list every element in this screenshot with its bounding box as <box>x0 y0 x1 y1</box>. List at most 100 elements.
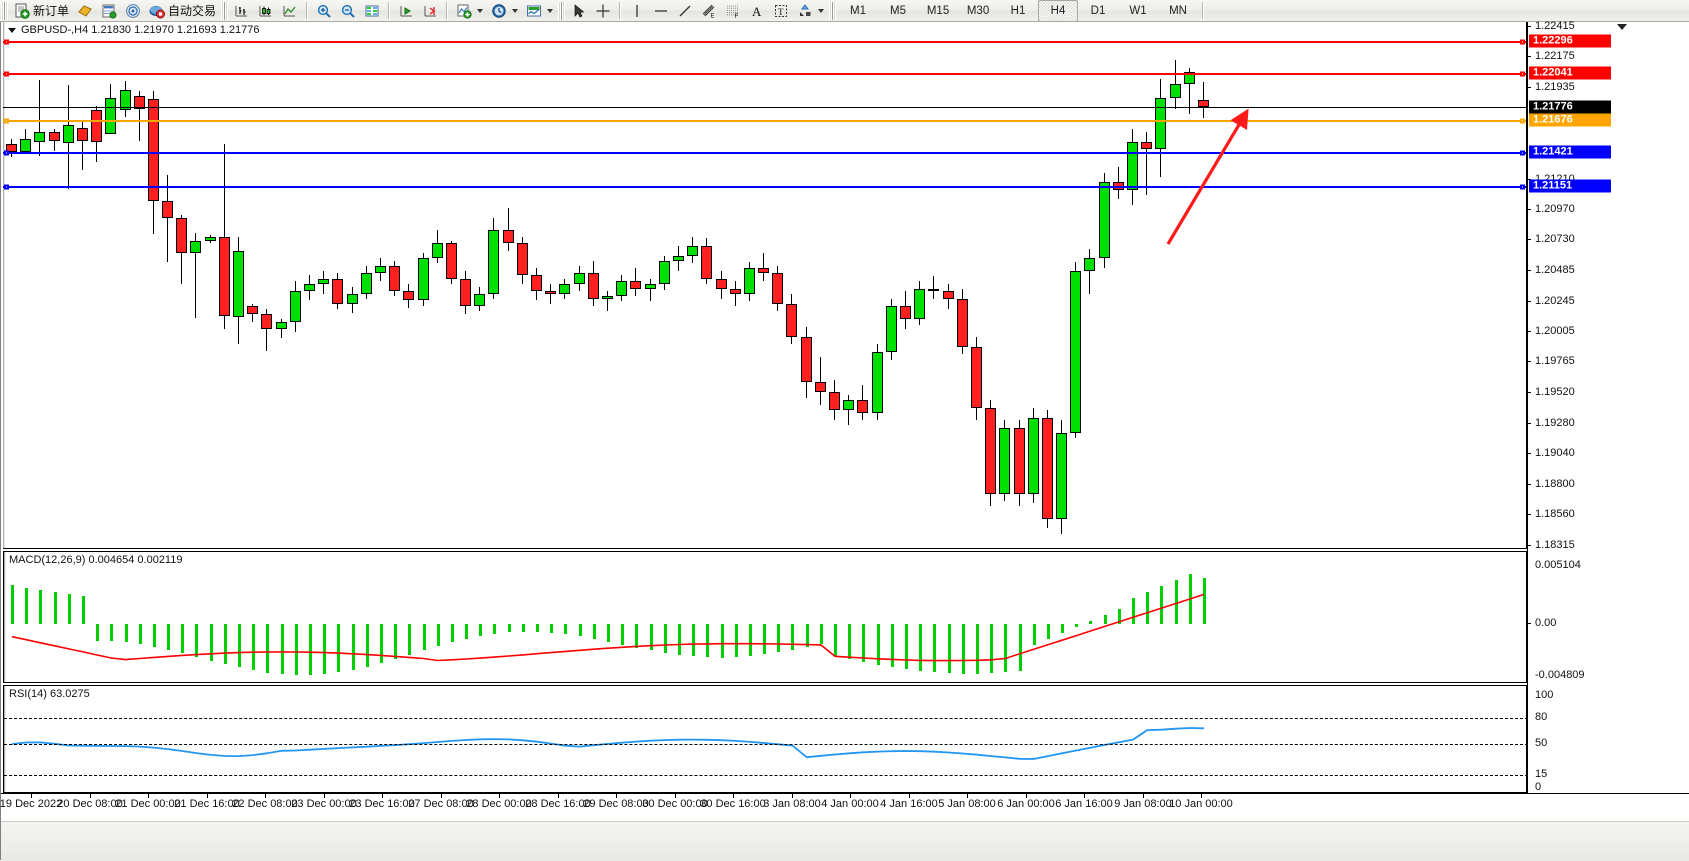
price-tick <box>1527 56 1531 58</box>
candle-body <box>1014 427 1025 494</box>
candle-body <box>332 278 343 304</box>
candlestick-chart-button[interactable] <box>254 0 278 22</box>
chevron-down-icon[interactable] <box>818 8 825 13</box>
line-chart-button[interactable] <box>278 0 302 22</box>
time-axis[interactable]: 19 Dec 2022 20 Dec 08:00 21 Dec 00:00 21 De… <box>0 793 1689 822</box>
vertical-line-button[interactable] <box>625 0 649 22</box>
timeframe-d1[interactable]: D1 <box>1090 4 1106 17</box>
timeframe-h1[interactable]: H1 <box>1010 4 1026 17</box>
time-tick-label: 21 Dec 16:00 <box>174 798 240 810</box>
data-window-button[interactable] <box>97 0 121 22</box>
price-level-line-support[interactable] <box>3 151 1526 154</box>
toolbar-grip[interactable] <box>1 1 8 20</box>
timeframe-m5[interactable]: M5 <box>890 4 907 17</box>
crosshair-button[interactable] <box>591 0 615 22</box>
bar-chart-button[interactable] <box>230 0 254 22</box>
price-tick <box>1527 545 1531 546</box>
rsi-pane-scroll[interactable] <box>4 686 6 792</box>
price-level-line-pivot[interactable] <box>3 119 1526 122</box>
price-label-pivot[interactable]: 1.21676 <box>1529 113 1611 127</box>
candle-body <box>403 291 414 301</box>
price-level-handle[interactable] <box>4 150 9 156</box>
expert-advisor-button[interactable] <box>73 0 97 22</box>
candle-body <box>1127 141 1138 190</box>
fibonacci-button[interactable]: F <box>721 0 745 22</box>
rsi-pane[interactable]: RSI(14) 63.0275 <box>3 685 1527 793</box>
price-label-resistance[interactable]: 1.22041 <box>1529 66 1611 80</box>
price-level-line-resistance[interactable] <box>3 73 1526 76</box>
macd-pane[interactable]: MACD(12,26,9) 0.004654 0.002119 <box>3 551 1527 683</box>
price-level-handle[interactable] <box>1520 71 1525 77</box>
price-level-handle[interactable] <box>4 184 9 190</box>
indicators-icon <box>456 3 472 19</box>
text-box-button[interactable]: T <box>769 0 793 22</box>
horizontal-line-button[interactable] <box>649 0 673 22</box>
price-level-line-support[interactable] <box>3 186 1526 188</box>
chevron-down-icon[interactable] <box>547 8 554 13</box>
price-level-handle[interactable] <box>4 71 9 77</box>
zoom-out-button[interactable] <box>336 0 360 22</box>
period-button[interactable] <box>487 0 522 22</box>
candle-body <box>247 306 258 314</box>
cursor-button[interactable] <box>567 0 591 22</box>
price-level-handle[interactable] <box>1520 150 1525 156</box>
equidistant-channel-button[interactable]: E <box>697 0 721 22</box>
new-order-button[interactable]: 新订单 <box>10 0 73 22</box>
price-level-handle[interactable] <box>4 118 9 124</box>
timeframe-grip[interactable] <box>829 1 837 20</box>
grid-button[interactable] <box>360 0 384 22</box>
macd-histogram-bar <box>451 623 454 643</box>
macd-pane-scroll[interactable] <box>4 552 6 682</box>
indicators-button[interactable] <box>452 0 487 22</box>
price-label-last-price[interactable]: 1.21776 <box>1529 100 1611 114</box>
chart-type-toolbar-grip[interactable] <box>221 1 229 20</box>
price-label-support[interactable]: 1.21151 <box>1529 179 1611 193</box>
price-pane-scroll[interactable] <box>3 22 5 548</box>
line-tools-grip[interactable] <box>558 1 566 20</box>
price-level-handle[interactable] <box>1520 39 1525 45</box>
chart-shift-button[interactable] <box>418 0 442 22</box>
price-scale[interactable]: 1.224151.221751.219351.212101.209701.207… <box>1527 20 1689 860</box>
text-label-button[interactable]: A <box>745 0 769 22</box>
price-label-resistance[interactable]: 1.22296 <box>1529 34 1611 48</box>
time-tick-label: 28 Dec 16:00 <box>525 798 591 810</box>
price-tick <box>1527 86 1531 88</box>
candle-body <box>886 306 897 352</box>
signals-button[interactable] <box>121 0 145 22</box>
price-level-handle[interactable] <box>1520 184 1525 190</box>
price-label-support[interactable]: 1.21421 <box>1529 145 1611 159</box>
timeframe-mn[interactable]: MN <box>1169 4 1187 17</box>
price-pane[interactable]: GBPUSD-,H4 1.21830 1.21970 1.21693 1.217… <box>3 22 1527 549</box>
shapes-button[interactable] <box>793 0 828 22</box>
candle-wick <box>1146 131 1147 195</box>
symbol-dropdown-icon[interactable] <box>8 27 16 33</box>
price-level-handle[interactable] <box>1520 118 1525 124</box>
candle-wick <box>848 394 849 426</box>
rsi-tick-label: 100 <box>1535 689 1554 701</box>
auto-scroll-button[interactable] <box>394 0 418 22</box>
templates-button[interactable] <box>522 0 557 22</box>
timeframe-m1[interactable]: M1 <box>850 4 867 17</box>
chevron-down-icon[interactable] <box>477 8 484 13</box>
price-tick <box>1527 26 1531 27</box>
timeframe-w1[interactable]: W1 <box>1129 4 1147 17</box>
price-level-handle[interactable] <box>4 39 9 45</box>
trendline-button[interactable] <box>673 0 697 22</box>
candle-body <box>120 89 131 111</box>
zoom-in-button[interactable] <box>312 0 336 22</box>
timeframe-h4[interactable]: H4 <box>1038 0 1079 22</box>
macd-histogram-bar <box>1104 615 1107 624</box>
candle-body <box>105 97 116 135</box>
macd-histogram-bar <box>607 623 610 642</box>
price-level-line-last-price[interactable] <box>3 106 1526 108</box>
chart-collapse-caret-icon[interactable] <box>1617 24 1627 30</box>
timeframe-m15[interactable]: M15 <box>926 4 950 17</box>
timeframe-m30[interactable]: M30 <box>966 4 990 17</box>
rsi-line <box>11 727 1205 760</box>
chart-area[interactable]: GBPUSD-,H4 1.21830 1.21970 1.21693 1.217… <box>0 20 1689 861</box>
time-tick-label: 23 Dec 16:00 <box>349 798 415 810</box>
price-tick-label: 1.22415 <box>1535 20 1575 32</box>
price-level-line-resistance[interactable] <box>3 41 1526 44</box>
chevron-down-icon[interactable] <box>512 8 519 13</box>
autotrading-button[interactable]: 自动交易 <box>145 0 220 22</box>
